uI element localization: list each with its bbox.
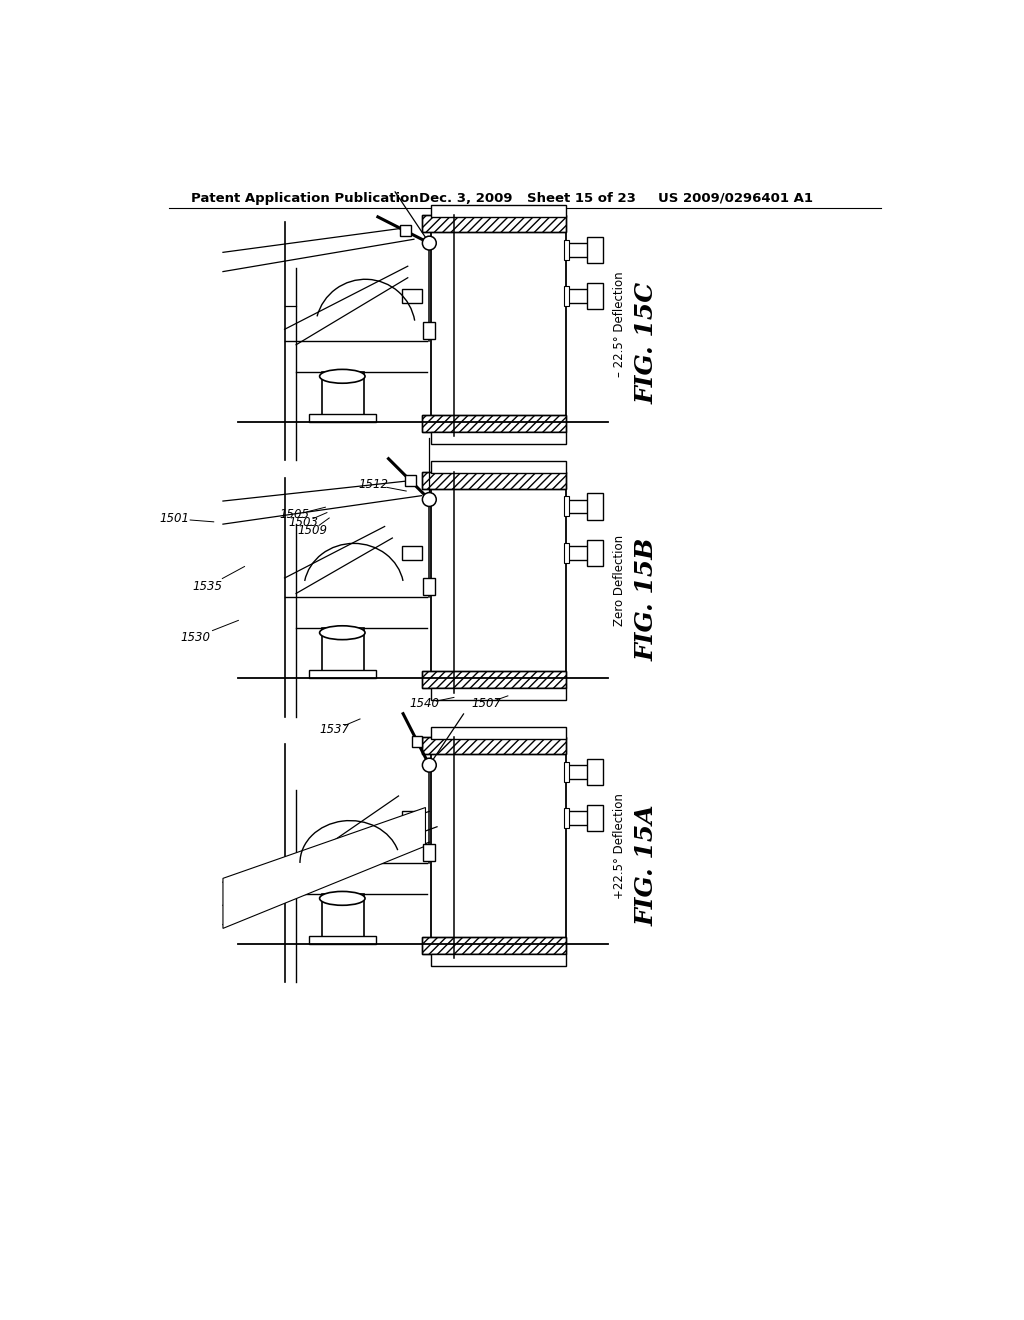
Text: FIG. 15B: FIG. 15B — [635, 539, 658, 661]
Bar — [322, 894, 364, 940]
Circle shape — [422, 236, 436, 249]
Bar — [401, 812, 422, 825]
Bar — [431, 743, 565, 948]
Text: 1509: 1509 — [297, 524, 328, 537]
Bar — [565, 766, 589, 779]
Bar — [422, 471, 565, 488]
Bar — [401, 289, 422, 304]
Bar — [422, 671, 565, 688]
Bar — [431, 461, 565, 474]
Bar — [422, 738, 565, 755]
Bar — [322, 628, 364, 675]
Bar — [564, 808, 568, 829]
Bar — [565, 243, 589, 257]
Ellipse shape — [319, 370, 365, 383]
Text: US 2009/0296401 A1: US 2009/0296401 A1 — [658, 191, 813, 205]
Text: 1512: 1512 — [358, 478, 389, 491]
Bar — [431, 688, 565, 701]
Bar — [423, 322, 435, 339]
Circle shape — [422, 492, 436, 507]
Bar — [587, 238, 602, 263]
Text: +22.5° Deflection: +22.5° Deflection — [613, 793, 626, 899]
Ellipse shape — [319, 626, 365, 640]
Ellipse shape — [319, 891, 365, 906]
Text: Patent Application Publication: Patent Application Publication — [190, 191, 419, 205]
Text: 1501: 1501 — [160, 512, 189, 525]
Polygon shape — [223, 808, 425, 928]
Bar — [587, 494, 602, 520]
Text: Zero Deflection: Zero Deflection — [613, 535, 626, 626]
Bar — [422, 671, 565, 688]
Bar — [587, 284, 602, 309]
Bar — [564, 543, 568, 562]
Bar — [422, 937, 565, 954]
Bar — [422, 215, 565, 232]
Bar — [422, 414, 565, 432]
Bar — [309, 936, 376, 944]
Text: 1535: 1535 — [193, 579, 222, 593]
Bar — [401, 545, 422, 560]
Bar — [565, 812, 589, 825]
Bar — [565, 545, 589, 560]
Bar — [431, 222, 565, 425]
Circle shape — [422, 758, 436, 772]
Bar — [423, 843, 435, 861]
Bar — [564, 286, 568, 306]
Bar — [431, 205, 565, 216]
Text: Sheet 15 of 23: Sheet 15 of 23 — [527, 191, 636, 205]
Bar — [565, 289, 589, 304]
Bar — [422, 937, 565, 954]
Bar — [404, 475, 416, 486]
Text: – 22.5° Deflection: – 22.5° Deflection — [613, 271, 626, 376]
Bar — [565, 499, 589, 513]
Text: 1503: 1503 — [289, 516, 318, 529]
Bar — [309, 414, 376, 422]
Bar — [587, 805, 602, 832]
Bar — [564, 496, 568, 516]
Text: Dec. 3, 2009: Dec. 3, 2009 — [419, 191, 513, 205]
Bar — [400, 226, 411, 236]
Bar — [431, 954, 565, 966]
Bar — [322, 372, 364, 418]
Bar — [309, 671, 376, 678]
Text: 1505: 1505 — [280, 508, 309, 521]
Text: 1530: 1530 — [180, 631, 210, 644]
Bar — [431, 432, 565, 444]
Bar — [422, 738, 565, 755]
Bar — [422, 215, 565, 232]
Bar — [412, 735, 423, 747]
Bar — [423, 578, 435, 595]
Text: FIG. 15A: FIG. 15A — [635, 804, 658, 927]
Bar — [431, 726, 565, 739]
Text: FIG. 15C: FIG. 15C — [635, 282, 658, 404]
Bar — [564, 240, 568, 260]
Bar — [422, 414, 565, 432]
Bar — [587, 540, 602, 566]
Bar — [422, 471, 565, 488]
Text: 1540: 1540 — [410, 697, 439, 710]
Text: 1507: 1507 — [471, 697, 502, 710]
Bar — [587, 759, 602, 785]
Bar — [564, 762, 568, 781]
Text: 1537: 1537 — [319, 723, 349, 737]
Bar — [431, 478, 565, 682]
